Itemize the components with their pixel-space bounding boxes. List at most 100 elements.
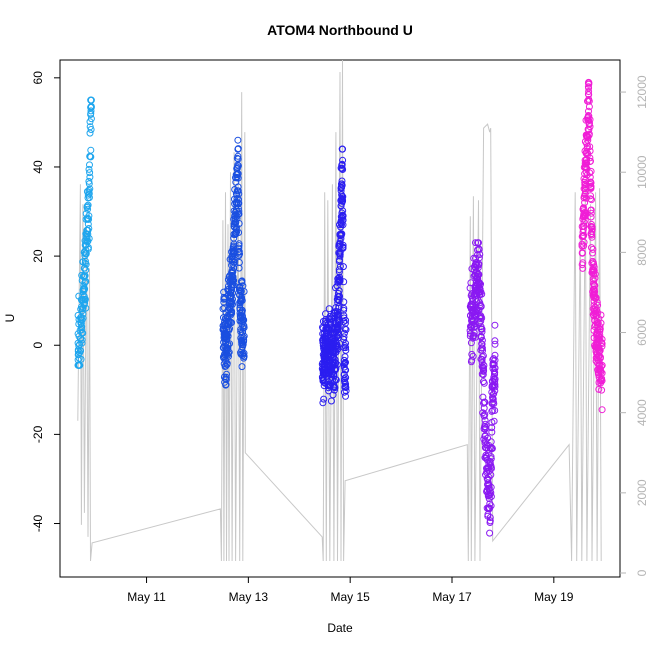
data-point	[341, 319, 349, 327]
data-point	[340, 363, 348, 371]
data-point	[337, 183, 345, 191]
data-point	[233, 170, 241, 177]
data-point	[477, 325, 485, 333]
data-point	[230, 234, 238, 242]
y2-tick-label: 6000	[635, 319, 649, 346]
data-point	[233, 164, 241, 172]
data-point	[326, 366, 333, 374]
data-point	[85, 180, 93, 188]
data-point	[330, 362, 337, 369]
data-point	[236, 250, 243, 258]
data-point	[587, 206, 595, 214]
data-point	[466, 284, 474, 292]
plot-frame	[59, 59, 621, 578]
x-tick-label: May 17	[432, 590, 472, 604]
data-point	[337, 202, 345, 210]
data-point	[589, 268, 597, 276]
data-point	[335, 249, 343, 257]
data-point	[234, 152, 242, 160]
data-point	[489, 356, 497, 364]
points-layer	[74, 78, 606, 537]
data-point	[590, 267, 598, 274]
data-point	[84, 194, 92, 202]
data-point	[489, 381, 497, 389]
data-point	[481, 423, 489, 431]
data-point	[593, 319, 601, 327]
data-point	[580, 238, 588, 246]
y-tick-label: -40	[31, 515, 45, 533]
data-point	[489, 365, 497, 373]
data-point	[237, 288, 245, 296]
data-point	[332, 375, 339, 383]
data-point	[594, 369, 602, 377]
data-point	[321, 336, 329, 344]
data-point	[581, 190, 589, 197]
data-point	[487, 453, 495, 461]
data-point	[477, 323, 485, 331]
data-point	[327, 352, 335, 360]
y-tick-label: 40	[31, 160, 45, 174]
data-point	[322, 343, 330, 351]
data-point	[81, 259, 89, 267]
data-point	[82, 233, 90, 241]
data-point	[87, 103, 95, 111]
x-tick-label: May 13	[229, 590, 269, 604]
data-point	[590, 290, 598, 298]
series-4	[466, 239, 499, 537]
data-point	[486, 519, 494, 526]
data-point	[323, 327, 331, 335]
data-point	[342, 344, 350, 352]
data-point	[483, 488, 491, 496]
data-point	[231, 212, 239, 220]
y-tick-label: -20	[31, 425, 45, 443]
data-point	[226, 325, 233, 333]
data-point	[236, 287, 244, 295]
data-point	[482, 444, 490, 452]
data-point	[323, 359, 331, 367]
data-point	[470, 322, 478, 330]
y2-tick-label: 10000	[635, 155, 649, 189]
secondary-series-layer	[77, 59, 602, 562]
data-point	[80, 264, 88, 272]
data-point	[228, 268, 236, 276]
data-point	[86, 118, 94, 126]
x-tick-label: May 11	[127, 590, 166, 604]
data-point	[222, 381, 230, 389]
data-point	[82, 230, 90, 238]
data-point	[234, 145, 242, 153]
data-point	[235, 264, 243, 272]
data-point	[342, 387, 350, 395]
data-point	[595, 361, 603, 369]
data-point	[478, 336, 486, 344]
data-point	[474, 287, 482, 295]
data-point	[238, 331, 246, 339]
data-point	[580, 222, 588, 230]
data-point	[221, 318, 228, 326]
data-point	[332, 319, 339, 327]
data-point	[229, 273, 237, 280]
data-point	[578, 261, 586, 269]
data-point	[491, 321, 499, 329]
data-point	[491, 340, 499, 348]
data-point	[335, 268, 343, 276]
data-point	[224, 286, 232, 294]
data-point	[342, 392, 349, 400]
data-point	[234, 136, 242, 144]
data-point	[330, 358, 338, 366]
data-point	[481, 439, 489, 447]
data-point	[342, 346, 350, 354]
data-point	[338, 160, 346, 168]
data-point	[491, 351, 499, 359]
data-point	[230, 247, 237, 255]
data-point	[86, 123, 94, 131]
data-point	[220, 304, 228, 312]
data-point	[85, 165, 93, 173]
data-point	[342, 339, 349, 347]
data-point	[469, 302, 477, 310]
data-point	[481, 437, 489, 445]
y-tick-label: 60	[31, 71, 45, 85]
data-point	[335, 296, 343, 304]
data-point	[586, 143, 594, 151]
data-point	[234, 204, 242, 212]
data-point	[230, 231, 238, 238]
